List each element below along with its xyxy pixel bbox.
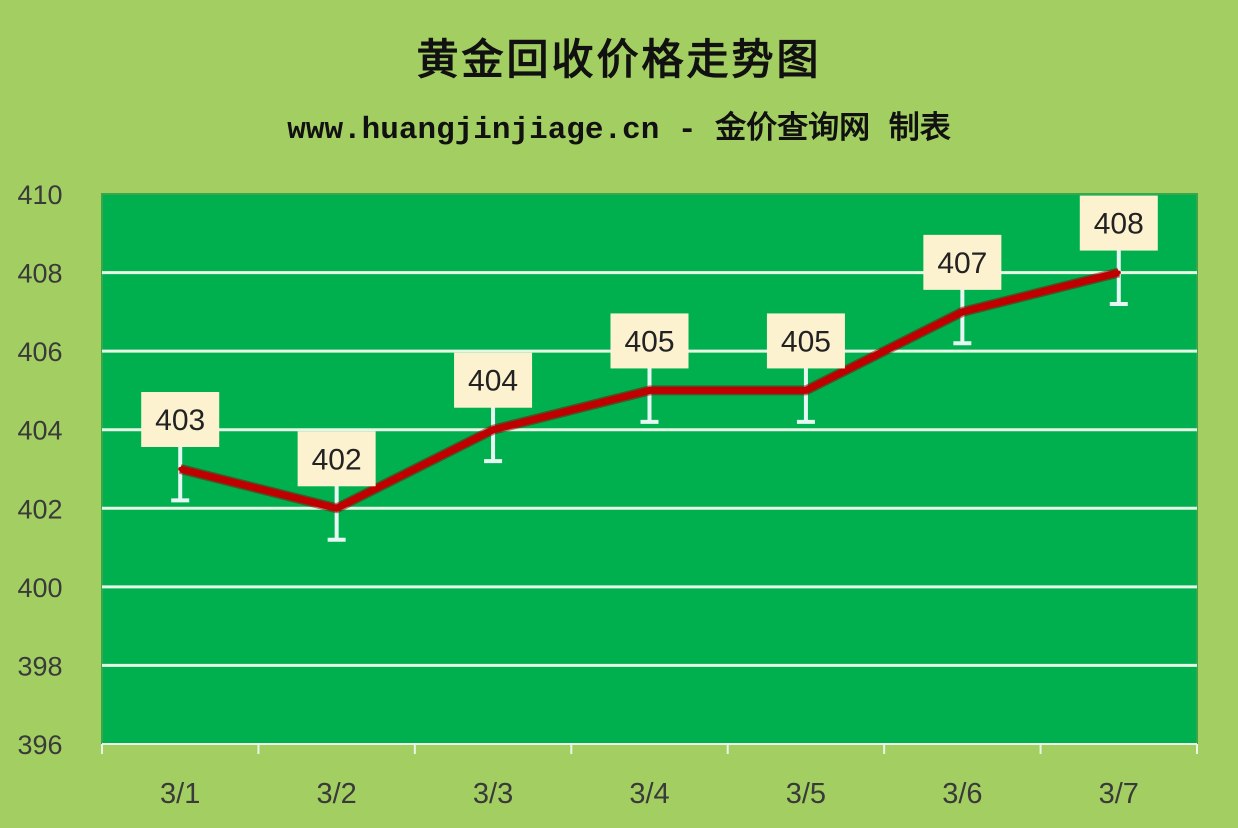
data-label-box [141,392,220,447]
data-label-box [923,234,1002,290]
y-tick-label: 406 [17,337,62,367]
x-tick-label: 3/2 [316,778,356,810]
x-tick-label: 3/6 [942,778,982,810]
data-point [647,388,652,393]
data-point [334,506,339,511]
data-point [1116,270,1121,275]
x-tick-label: 3/4 [629,778,669,810]
y-tick-label: 396 [17,730,62,760]
data-label: 407 [937,247,987,280]
data-label-box [297,431,376,487]
x-tick-label: 3/1 [160,778,200,810]
x-tick-label: 3/7 [1099,778,1139,810]
data-point [960,309,965,314]
data-label: 405 [781,325,831,358]
y-tick-label: 402 [17,494,62,524]
data-label: 405 [624,325,674,358]
x-tick-label: 3/5 [786,778,826,810]
data-label-box [610,313,689,369]
data-label-box [766,313,845,369]
chart-title: 黄金回收价格走势图 [416,35,822,84]
data-label-box [454,352,533,408]
y-tick-label: 408 [17,259,62,289]
plot-area [101,193,1198,745]
data-label: 402 [312,443,362,476]
data-label: 403 [155,404,205,437]
y-tick-label: 398 [17,651,62,681]
y-tick-label: 410 [17,180,62,210]
data-point [803,388,808,393]
data-point [491,427,496,432]
data-label-box [1079,195,1158,251]
data-label: 408 [1094,208,1144,241]
x-tick-label: 3/3 [473,778,513,810]
data-label: 404 [468,365,518,398]
y-tick-label: 400 [17,573,62,603]
y-tick-label: 404 [17,416,62,446]
data-point [178,467,183,471]
chart-subtitle: www.huangjinjiage.cn - 金价查询网 制表 [287,113,951,148]
